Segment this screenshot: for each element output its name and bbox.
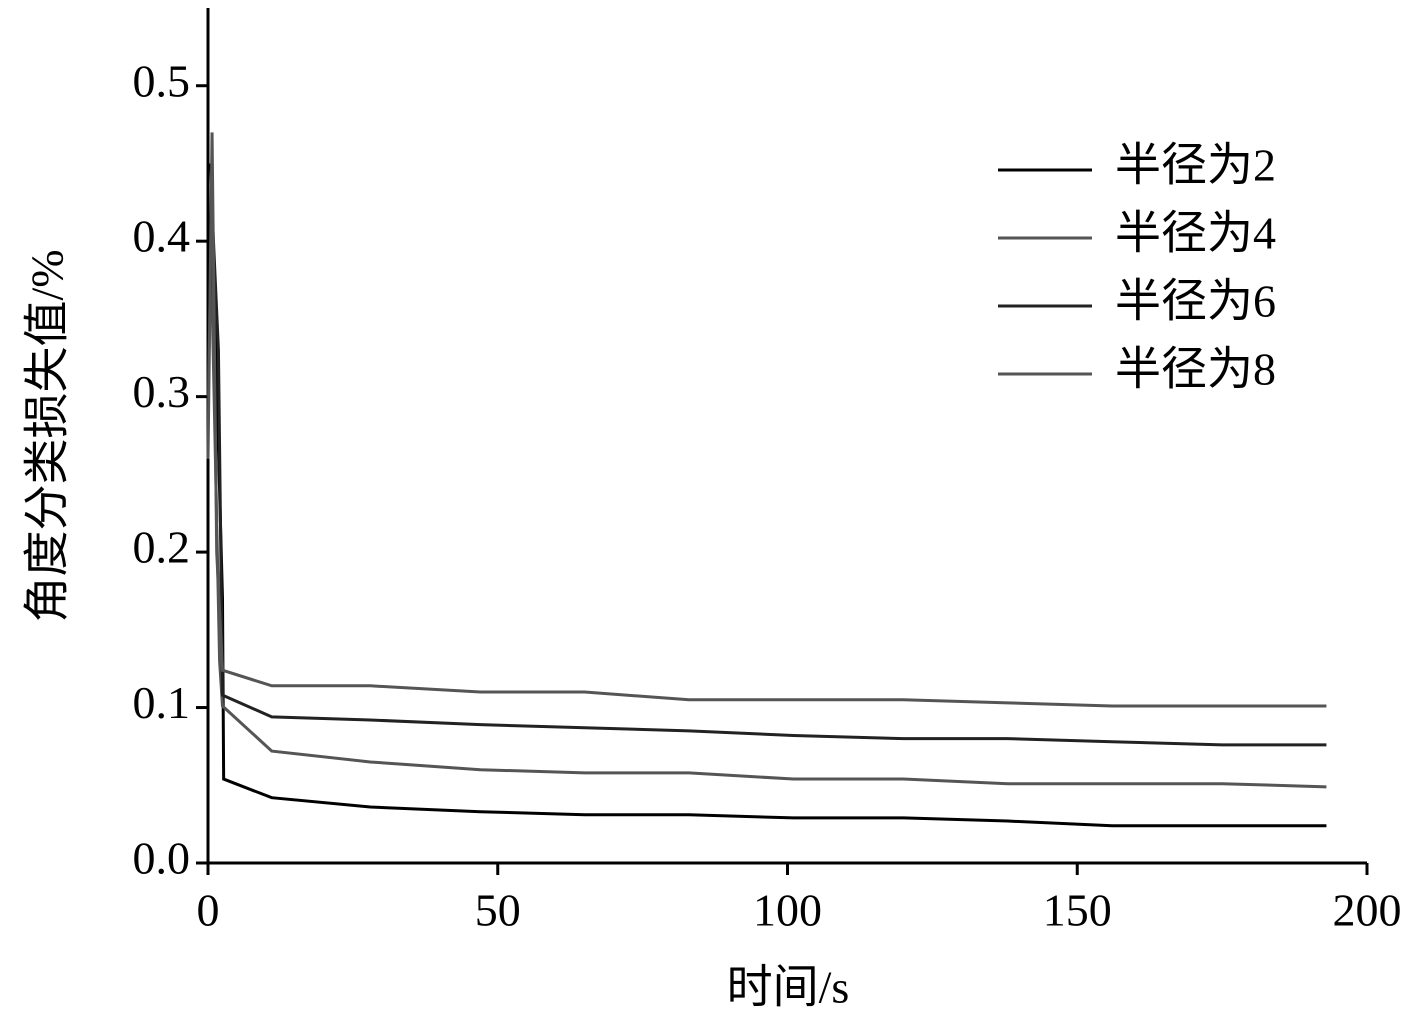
y-tick-label: 0.0 <box>133 833 191 884</box>
series-line <box>209 241 1327 789</box>
y-tick-label: 0.5 <box>133 55 191 106</box>
y-axis-label: 角度分类损失值/% <box>22 249 73 622</box>
legend-label: 半径为4 <box>1115 208 1276 259</box>
y-tick-label: 0.3 <box>133 366 191 417</box>
x-tick-label: 0 <box>197 885 220 936</box>
x-tick-label: 150 <box>1043 885 1112 936</box>
y-tick-label: 0.4 <box>133 211 191 262</box>
y-tick-label: 0.1 <box>133 677 191 728</box>
series-line <box>206 210 1327 747</box>
legend-label: 半径为8 <box>1115 344 1276 395</box>
x-tick-label: 50 <box>475 885 521 936</box>
series-line <box>206 132 1327 708</box>
y-tick-label: 0.2 <box>133 522 191 573</box>
series-line <box>209 163 1327 828</box>
x-tick-label: 100 <box>753 885 822 936</box>
legend-label: 半径为6 <box>1115 276 1276 327</box>
x-tick-label: 200 <box>1333 885 1402 936</box>
x-axis-label: 时间/s <box>727 962 850 1013</box>
legend-label: 半径为2 <box>1115 140 1276 191</box>
